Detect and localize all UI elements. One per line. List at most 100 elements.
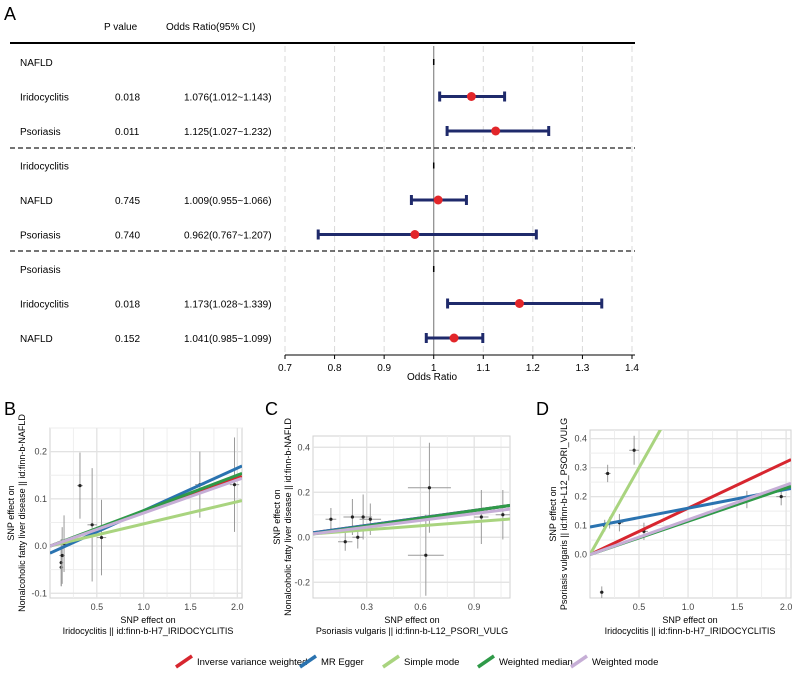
x-axis-label: Iridocyclitis || id:finn-b-H7_IRIDOCYCLI… — [63, 626, 234, 636]
x-tick-label: 0.3 — [360, 602, 373, 612]
snp-point — [361, 515, 365, 519]
snp-point — [78, 484, 82, 488]
y-tick-label: 0.0 — [34, 541, 47, 551]
x-tick-label: 0.8 — [328, 363, 342, 374]
row-label: Psoriasis — [20, 231, 61, 242]
y-axis-label: SNP effect on — [548, 486, 558, 541]
x-tick-label: 1.1 — [476, 363, 490, 374]
y-axis-label: SNP effect on — [6, 485, 16, 540]
x-tick-label: 2.0 — [780, 602, 793, 612]
y-tick-label: 0.0 — [574, 550, 587, 560]
or-point — [491, 126, 501, 136]
x-tick-label: 1 — [431, 363, 437, 374]
panel-a-label: A — [4, 4, 16, 24]
data-layer — [50, 437, 242, 587]
x-tick-label: 1.4 — [625, 363, 639, 374]
panel-c-label: C — [265, 399, 278, 419]
or-ci-text: 1.009(0.955~1.066) — [184, 196, 272, 207]
legend-swatch-wmode — [570, 654, 588, 669]
row-label: Psoriasis — [20, 265, 61, 276]
y-tick-label: 0.2 — [297, 487, 310, 497]
x-tick-label: 0.5 — [91, 602, 104, 612]
legend-label: Weighted median — [499, 657, 573, 668]
snp-point — [368, 517, 372, 521]
y-axis-label: Psoriasis vulgaris || id:finn-b-L12_PSOR… — [559, 418, 569, 610]
snp-point — [427, 486, 432, 490]
x-tick-label: 0.9 — [468, 602, 481, 612]
snp-point — [479, 515, 483, 519]
row-label: Iridocyclitis — [20, 162, 69, 173]
y-axis-label: Nonalcoholic fatty liver disease || id:f… — [283, 418, 293, 616]
p-value: 0.740 — [115, 231, 140, 242]
or-point — [466, 92, 476, 101]
y-tick-label: 0.4 — [297, 442, 310, 452]
snp-point — [600, 590, 604, 594]
method-legend: Inverse variance weighted MR Egger Simple … — [175, 654, 658, 669]
snp-point — [232, 483, 237, 487]
forest-x-label: Odds Ratio — [407, 372, 457, 383]
regression-line-wmode — [590, 481, 791, 556]
x-tick-label: 1.0 — [682, 602, 695, 612]
x-tick-label: 0.6 — [414, 602, 427, 612]
legend-swatch-ivw — [175, 654, 193, 669]
panel-d-label: D — [536, 399, 549, 419]
regression-line-wmode — [313, 507, 510, 536]
x-tick-label: 2.0 — [231, 602, 244, 612]
p-value: 0.018 — [115, 93, 140, 104]
legend-label: MR Egger — [321, 657, 364, 668]
data-layer — [313, 442, 510, 596]
regression-line-wmode — [50, 476, 242, 548]
p-value: 0.745 — [115, 196, 140, 207]
or-ci-text: 1.041(0.985~1.099) — [184, 334, 272, 345]
p-value: 0.152 — [115, 334, 140, 345]
x-axis-label: Iridocyclitis || id:finn-b-H7_IRIDOCYCLI… — [605, 626, 776, 636]
y-tick-label: 0.3 — [574, 463, 587, 473]
or-point — [433, 195, 443, 205]
x-axis-label: SNP effect on — [662, 615, 717, 625]
snp-point — [90, 523, 94, 527]
x-tick-label: 0.7 — [278, 363, 292, 374]
forest-rows: NAFLD Iridocyclitis 0.018 1.076(1.012~1.143… — [20, 58, 604, 345]
or-ci-text: 1.173(1.028~1.339) — [184, 300, 272, 311]
x-tick-label: 0.5 — [633, 602, 646, 612]
legend-label: Inverse variance weighted — [197, 657, 307, 668]
row-label: NAFLD — [20, 58, 53, 69]
y-axis-label: SNP effect on — [272, 489, 282, 544]
p-value: 0.011 — [115, 127, 140, 138]
row-label: NAFLD — [20, 334, 53, 345]
row-label: Iridocyclitis — [20, 93, 69, 104]
data-layer — [590, 430, 791, 598]
forest-x-ticks: 0.7 0.8 0.9 1 1.1 1.2 1.3 1.4 — [278, 355, 639, 374]
snp-point — [501, 513, 505, 517]
scatter-panel-d: 0.5 1.0 1.5 2.0 0.0 0.1 0.2 0.3 0.4 SNP effect on… — [548, 418, 793, 636]
legend-swatch-simple — [382, 654, 400, 669]
snp-point — [356, 535, 360, 539]
legend-swatch-wmedian — [477, 654, 495, 669]
regression-line-simple — [50, 499, 242, 548]
regression-line-simple — [313, 517, 510, 536]
legend-label: Weighted mode — [592, 657, 658, 668]
y-axis-label: Nonalcoholic fatty liver disease || id:f… — [17, 414, 27, 612]
y-tick-label: 0.0 — [297, 532, 310, 542]
y-tick-label: 0.1 — [34, 494, 47, 504]
legend-label: Simple mode — [404, 657, 459, 668]
x-axis-label: Psoriasis vulgaris || id:finn-b-L12_PSOR… — [316, 626, 508, 636]
snp-point — [606, 471, 610, 476]
y-tick-label: -0.1 — [31, 588, 47, 598]
x-axis-label: SNP effect on — [384, 615, 439, 625]
or-point — [449, 333, 459, 343]
y-tick-label: 0.4 — [574, 434, 587, 444]
or-point — [514, 299, 524, 308]
x-tick-label: 1.2 — [526, 363, 540, 374]
snp-point — [99, 535, 104, 540]
or-ci-text: 0.962(0.767~1.207) — [184, 231, 272, 242]
snp-point — [60, 553, 64, 558]
snp-point — [632, 448, 636, 452]
p-value-header: P value — [104, 22, 138, 33]
x-tick-label: 1.5 — [184, 602, 197, 612]
y-tick-label: 0.2 — [574, 492, 587, 502]
legend-swatch-egger — [299, 654, 317, 669]
